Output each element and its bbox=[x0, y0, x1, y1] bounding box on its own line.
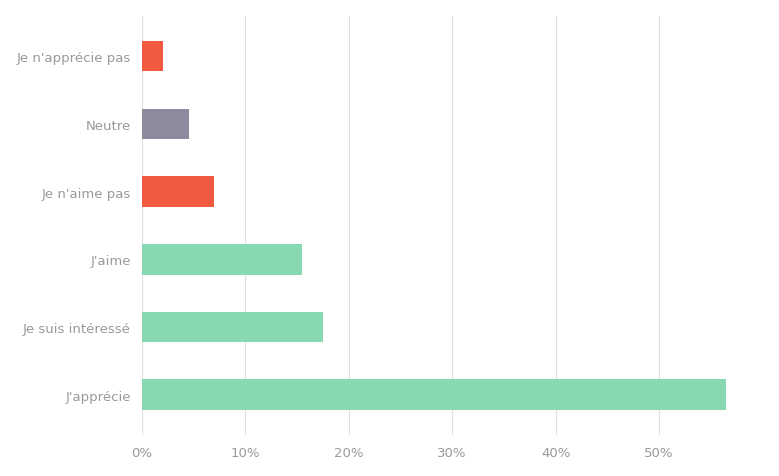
Bar bbox=[142, 42, 163, 72]
Bar bbox=[142, 245, 302, 275]
Bar bbox=[142, 312, 323, 342]
Bar bbox=[142, 177, 214, 208]
Bar bbox=[142, 109, 189, 140]
Bar bbox=[142, 379, 726, 410]
